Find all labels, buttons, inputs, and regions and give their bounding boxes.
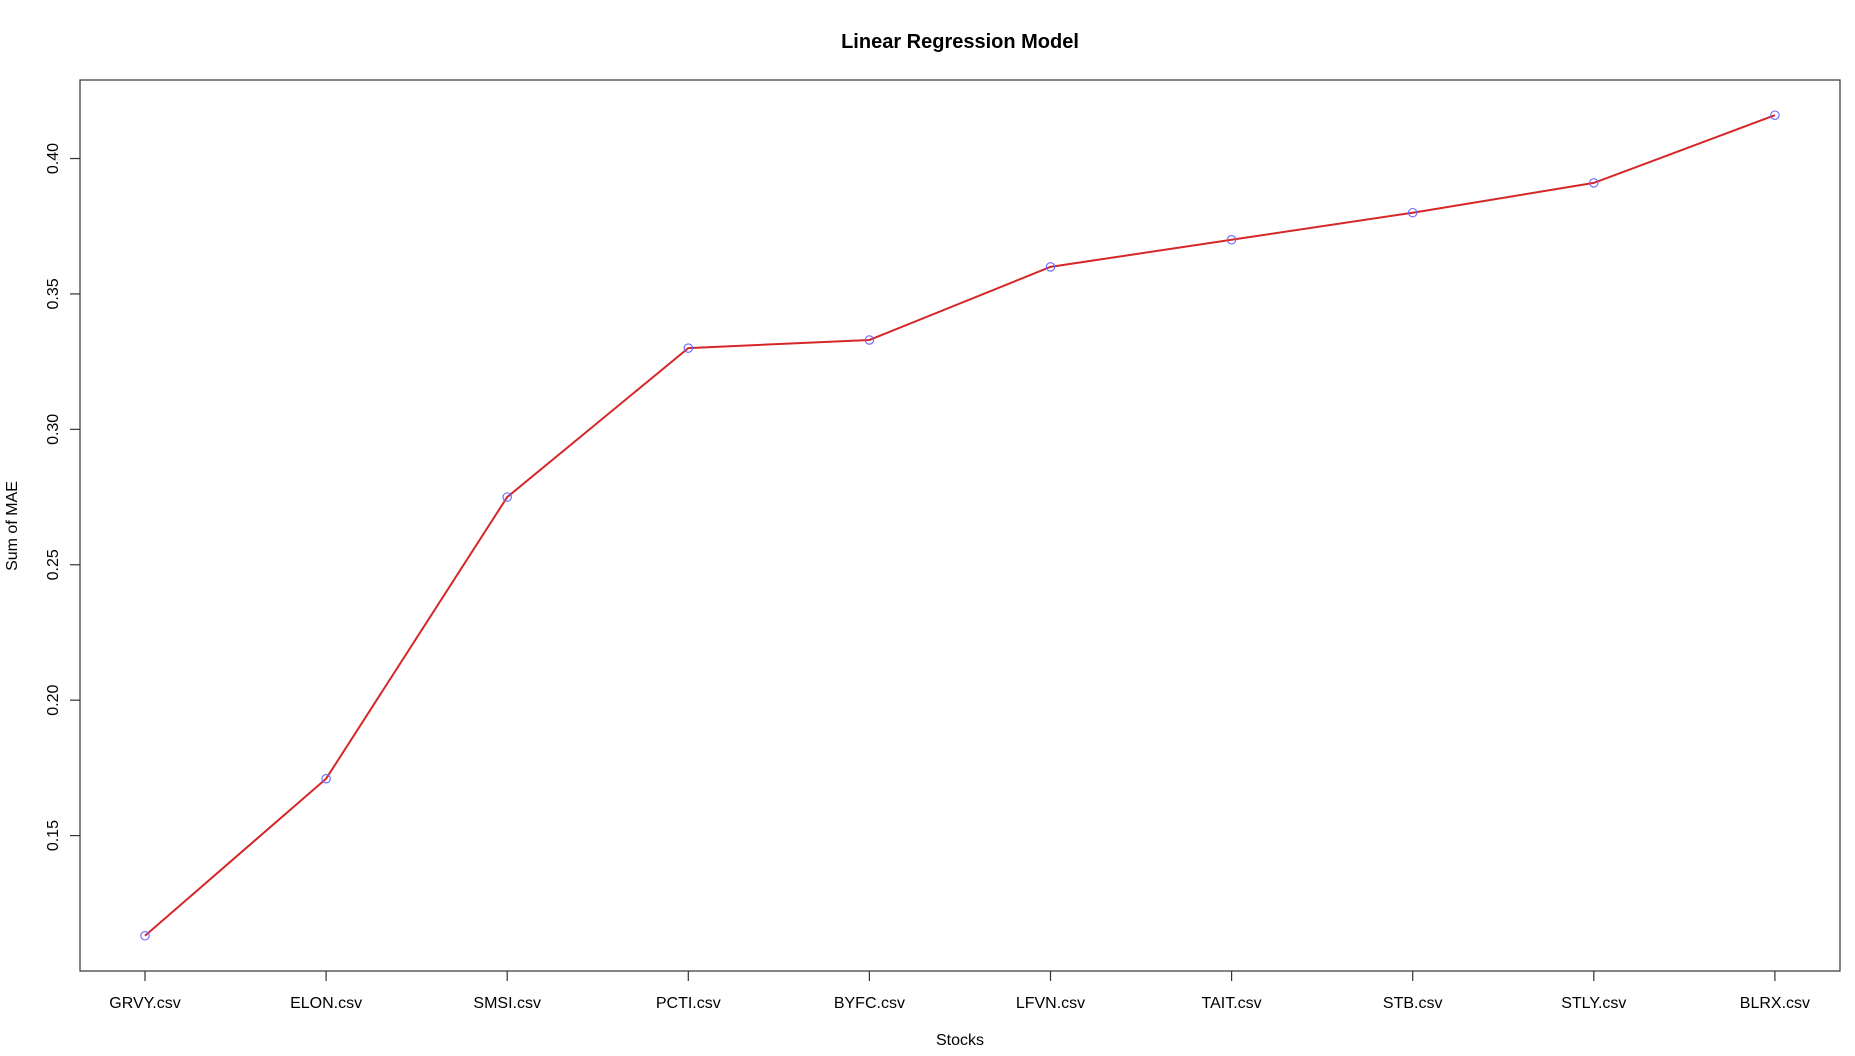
data-point xyxy=(864,335,875,345)
x-tick-label: TAIT.csv xyxy=(1202,995,1262,1012)
data-point xyxy=(1770,110,1780,120)
y-axis: 0.15 0.20 0.25 0.30 0.35 0.40 xyxy=(45,143,80,851)
data-series xyxy=(140,110,1780,941)
y-tick-label: 0.40 xyxy=(45,143,62,174)
x-axis-label: Stocks xyxy=(936,1032,984,1049)
x-tick-label: GRVY.csv xyxy=(109,995,180,1012)
x-tick-label: BLRX.csv xyxy=(1740,995,1810,1012)
x-tick-label: LFVN.csv xyxy=(1016,995,1085,1012)
x-axis: GRVY.csv ELON.csv SMSI.csv PCTI.csv BYFC.csv… xyxy=(109,971,1810,1012)
data-point xyxy=(1407,207,1418,218)
x-tick-label: SMSI.csv xyxy=(473,995,541,1012)
plot-frame xyxy=(79,79,1841,972)
y-axis-label: Sum of MAE xyxy=(4,481,21,571)
y-tick-label: 0.15 xyxy=(45,820,62,851)
x-tick-label: ELON.csv xyxy=(290,995,362,1012)
data-point xyxy=(683,343,694,353)
y-tick-label: 0.30 xyxy=(45,414,62,445)
x-tick-label: PCTI.csv xyxy=(656,995,721,1012)
data-point xyxy=(321,773,331,784)
data-point xyxy=(502,492,512,502)
data-point xyxy=(1589,178,1599,188)
y-tick-label: 0.35 xyxy=(45,278,62,309)
series-line xyxy=(144,114,1776,937)
data-point xyxy=(1045,262,1056,272)
y-tick-label: 0.25 xyxy=(45,549,62,580)
y-tick-label: 0.20 xyxy=(45,685,62,716)
chart-title: Linear Regression Model xyxy=(841,31,1079,53)
x-tick-label: STLY.csv xyxy=(1561,995,1626,1012)
data-point xyxy=(140,931,150,941)
data-point xyxy=(1226,235,1237,245)
x-tick-label: STB.csv xyxy=(1383,995,1443,1012)
x-tick-label: BYFC.csv xyxy=(834,995,905,1012)
